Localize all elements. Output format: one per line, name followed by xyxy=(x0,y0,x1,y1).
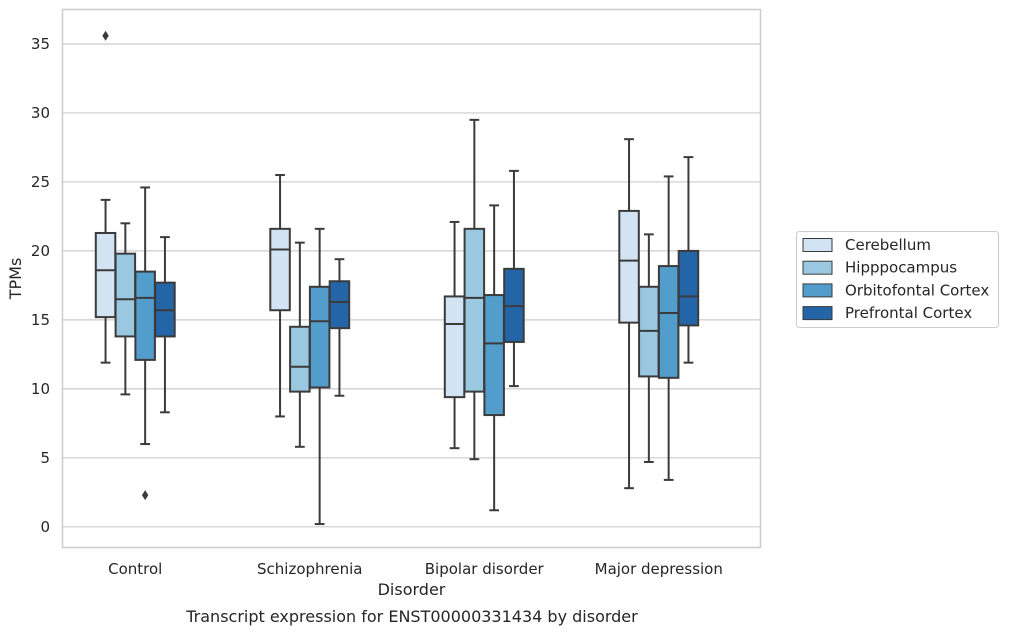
plot-area-frame xyxy=(61,8,762,549)
box-orbitofontal-cortex xyxy=(483,204,505,512)
box-iqr xyxy=(114,252,137,338)
box-iqr xyxy=(308,285,331,389)
box-iqr xyxy=(134,270,156,361)
box-iqr xyxy=(483,294,505,417)
legend-swatch xyxy=(802,260,833,275)
gridlines xyxy=(62,43,761,528)
y-tick-label: 35 xyxy=(31,35,50,53)
box-hipppocampus xyxy=(463,118,486,461)
box-prefrontal-cortex xyxy=(328,258,351,397)
box-iqr xyxy=(269,227,291,312)
x-axis-label: Disorder xyxy=(378,580,446,599)
legend-swatch xyxy=(802,306,833,321)
chart-caption: Transcript expression for ENST0000033143… xyxy=(185,607,638,626)
y-tick-labels: 0 5 10 15 20 25 30 35 xyxy=(31,35,50,536)
y-tick-label: 5 xyxy=(40,449,50,467)
legend-label: Prefrontal Cortex xyxy=(845,304,972,322)
box-orbitofontal-cortex xyxy=(308,227,331,526)
y-tick-label: 20 xyxy=(31,242,50,260)
boxes xyxy=(94,30,700,526)
box-prefrontal-cortex xyxy=(677,156,700,364)
box-hipppocampus xyxy=(289,241,311,448)
x-tick-label: Control xyxy=(108,560,162,578)
box-iqr xyxy=(94,231,117,319)
box-cerebellum xyxy=(269,174,291,418)
x-tick-labels: Control Schizophrenia Bipolar disorder Majo… xyxy=(108,560,723,578)
box-orbitofontal-cortex xyxy=(657,175,680,481)
x-tick-label: Schizophrenia xyxy=(257,560,362,578)
box-iqr xyxy=(677,249,700,327)
y-tick-label: 30 xyxy=(31,104,50,122)
y-tick-label: 0 xyxy=(40,518,50,536)
legend-frame xyxy=(796,231,999,328)
y-tick-label: 25 xyxy=(31,173,50,191)
box-cerebellum xyxy=(443,220,466,450)
outlier-point xyxy=(102,30,109,41)
box-prefrontal-cortex xyxy=(503,169,525,388)
box-orbitofontal-cortex xyxy=(134,186,156,501)
box-cerebellum xyxy=(94,30,117,364)
y-axis-label: TPMs xyxy=(6,258,25,301)
box-hipppocampus xyxy=(638,233,660,463)
box-cerebellum xyxy=(618,138,640,490)
box-iqr xyxy=(657,265,680,379)
x-tick-label: Bipolar disorder xyxy=(425,560,545,578)
legend-swatch xyxy=(802,238,833,252)
legend-label: Cerebellum xyxy=(845,236,931,254)
box-prefrontal-cortex xyxy=(154,236,176,414)
box-iqr xyxy=(289,325,311,393)
legend-label: Orbitofontal Cortex xyxy=(845,281,989,299)
outlier-point xyxy=(141,490,149,501)
box-iqr xyxy=(618,209,640,324)
legend-label: Hipppocampus xyxy=(845,259,957,277)
box-iqr xyxy=(463,227,486,393)
box-iqr xyxy=(443,295,466,399)
y-tick-label: 15 xyxy=(31,311,50,329)
legend-swatch xyxy=(802,283,833,298)
box-iqr xyxy=(328,280,351,330)
y-tick-label: 10 xyxy=(31,380,50,398)
x-tick-label: Major depression xyxy=(595,560,723,578)
box-hipppocampus xyxy=(114,222,137,396)
legend: Cerebellum Hipppocampus Orbitofontal Corte… xyxy=(796,231,999,328)
